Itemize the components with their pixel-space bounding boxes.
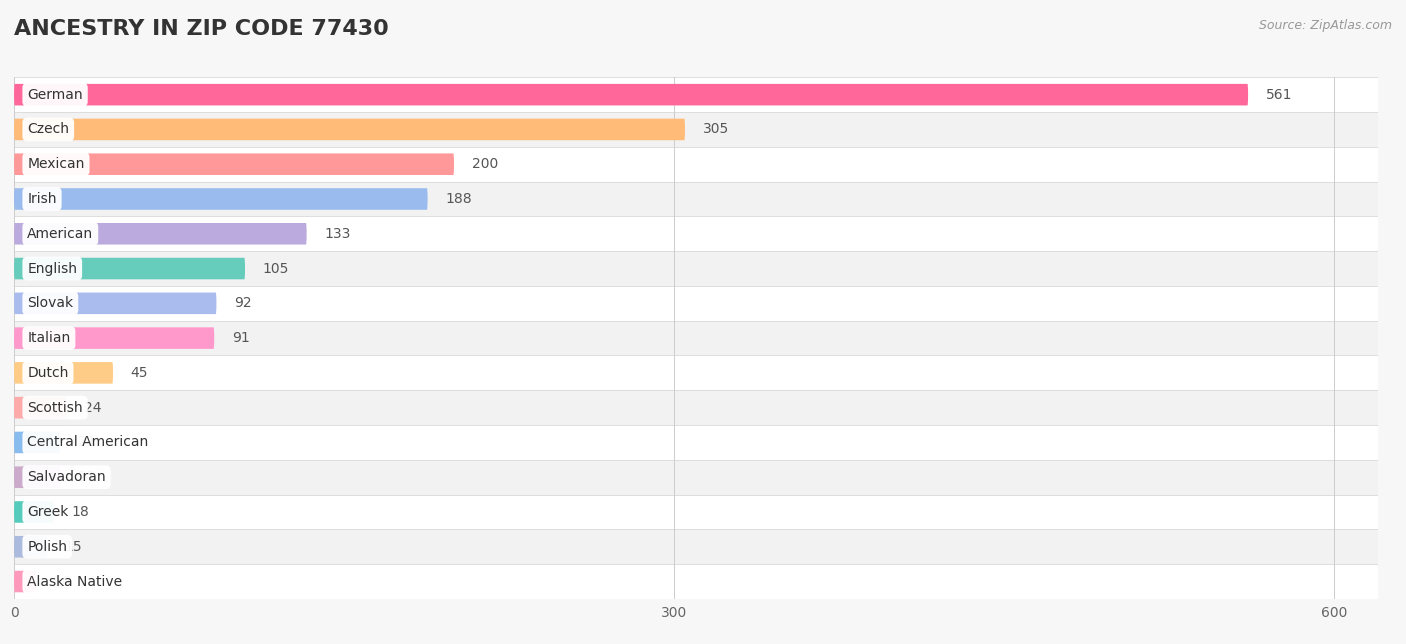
FancyBboxPatch shape — [14, 327, 214, 349]
Text: 24: 24 — [84, 401, 103, 415]
FancyBboxPatch shape — [14, 223, 307, 245]
Text: Polish: Polish — [27, 540, 67, 554]
FancyBboxPatch shape — [14, 77, 1378, 112]
Text: 21: 21 — [77, 435, 96, 450]
Text: 188: 188 — [446, 192, 472, 206]
Text: Alaska Native: Alaska Native — [27, 574, 122, 589]
FancyBboxPatch shape — [14, 153, 454, 175]
FancyBboxPatch shape — [14, 147, 1378, 182]
Text: 561: 561 — [1265, 88, 1292, 102]
Text: Dutch: Dutch — [27, 366, 69, 380]
Text: English: English — [27, 261, 77, 276]
Text: Greek: Greek — [27, 505, 69, 519]
FancyBboxPatch shape — [14, 84, 1249, 106]
FancyBboxPatch shape — [14, 286, 1378, 321]
Text: Mexican: Mexican — [27, 157, 84, 171]
FancyBboxPatch shape — [14, 362, 112, 384]
FancyBboxPatch shape — [14, 571, 37, 592]
FancyBboxPatch shape — [14, 495, 1378, 529]
Text: 18: 18 — [72, 505, 89, 519]
Text: 133: 133 — [325, 227, 350, 241]
Text: 92: 92 — [233, 296, 252, 310]
Text: ANCESTRY IN ZIP CODE 77430: ANCESTRY IN ZIP CODE 77430 — [14, 19, 389, 39]
Text: Slovak: Slovak — [27, 296, 73, 310]
Text: 91: 91 — [232, 331, 250, 345]
Text: American: American — [27, 227, 93, 241]
FancyBboxPatch shape — [14, 529, 1378, 564]
FancyBboxPatch shape — [14, 564, 1378, 599]
Text: 45: 45 — [131, 366, 148, 380]
FancyBboxPatch shape — [14, 112, 1378, 147]
FancyBboxPatch shape — [14, 216, 1378, 251]
Text: German: German — [27, 88, 83, 102]
FancyBboxPatch shape — [14, 466, 60, 488]
FancyBboxPatch shape — [14, 390, 1378, 425]
FancyBboxPatch shape — [14, 397, 67, 419]
FancyBboxPatch shape — [14, 460, 1378, 495]
Text: 200: 200 — [471, 157, 498, 171]
Text: Central American: Central American — [27, 435, 149, 450]
FancyBboxPatch shape — [14, 251, 1378, 286]
FancyBboxPatch shape — [14, 258, 245, 279]
Text: 21: 21 — [77, 470, 96, 484]
FancyBboxPatch shape — [14, 118, 685, 140]
FancyBboxPatch shape — [14, 355, 1378, 390]
FancyBboxPatch shape — [14, 501, 53, 523]
Text: Source: ZipAtlas.com: Source: ZipAtlas.com — [1258, 19, 1392, 32]
Text: Irish: Irish — [27, 192, 56, 206]
FancyBboxPatch shape — [14, 321, 1378, 355]
FancyBboxPatch shape — [14, 425, 1378, 460]
Text: 15: 15 — [65, 540, 83, 554]
FancyBboxPatch shape — [14, 431, 60, 453]
Text: Scottish: Scottish — [27, 401, 83, 415]
Text: 105: 105 — [263, 261, 290, 276]
Text: 305: 305 — [703, 122, 728, 137]
FancyBboxPatch shape — [14, 292, 217, 314]
Text: Salvadoran: Salvadoran — [27, 470, 105, 484]
Text: 10: 10 — [53, 574, 72, 589]
Text: Czech: Czech — [27, 122, 69, 137]
FancyBboxPatch shape — [14, 188, 427, 210]
FancyBboxPatch shape — [14, 536, 46, 558]
Text: Italian: Italian — [27, 331, 70, 345]
FancyBboxPatch shape — [14, 182, 1378, 216]
